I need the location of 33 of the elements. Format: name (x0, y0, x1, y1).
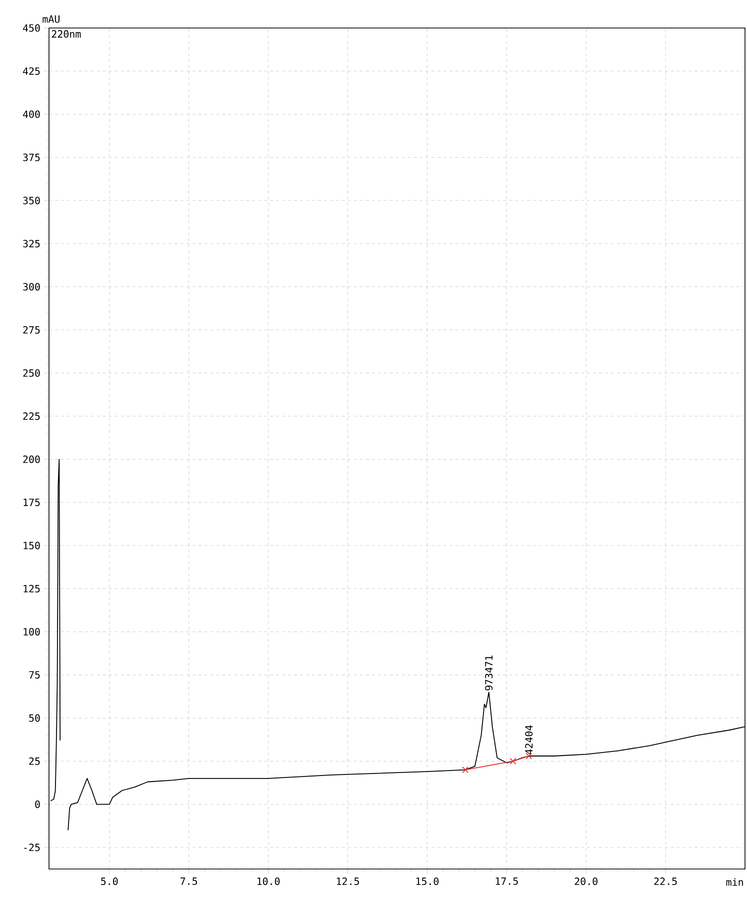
y-tick-label: 400 (22, 110, 40, 118)
x-tick-label: 10.0 (257, 878, 280, 886)
y-tick-label: 300 (23, 282, 40, 291)
y-tick-label: 325 (23, 240, 40, 248)
x-axis-title: min (726, 878, 743, 886)
annotation: 42404 (525, 725, 533, 754)
y-tick-label: 425 (22, 67, 40, 75)
y-tick-label: 0 (35, 800, 40, 808)
x-tick-label: 15.0 (416, 878, 439, 886)
y-tick-label: 225 (23, 412, 40, 420)
y-tick-label: 350 (23, 196, 40, 204)
y-tick-label: 100 (24, 628, 40, 636)
y-tick-label: 200 (23, 455, 40, 464)
x-tick-label: 17.5 (496, 878, 518, 885)
y-tick-label: 175 (24, 498, 40, 506)
x-tick-label: 12.5 (336, 878, 359, 886)
y-tick-label: 375 (23, 154, 40, 162)
y-axis-title: mAU (42, 15, 60, 23)
y-tick-label: 150 (24, 542, 40, 550)
annotation: 220nm (52, 30, 81, 38)
x-tick-label: 22.5 (654, 878, 677, 886)
y-tick-label: 125 (24, 584, 40, 592)
y-tick-label: -25 (24, 844, 40, 852)
x-tick-label: 5.0 (101, 878, 118, 886)
y-tick-label: 250 (23, 369, 40, 377)
y-tick-label: 275 (23, 326, 40, 334)
x-tick-label: 7.5 (180, 878, 198, 885)
x-tick-label: 20.0 (574, 878, 598, 886)
y-tick-label: 75 (29, 671, 40, 679)
y-tick-label: 25 (29, 757, 40, 765)
y-tick-label: 50 (29, 714, 40, 722)
annotation: 973471 (485, 656, 493, 690)
y-tick-label: 450 (22, 24, 40, 32)
